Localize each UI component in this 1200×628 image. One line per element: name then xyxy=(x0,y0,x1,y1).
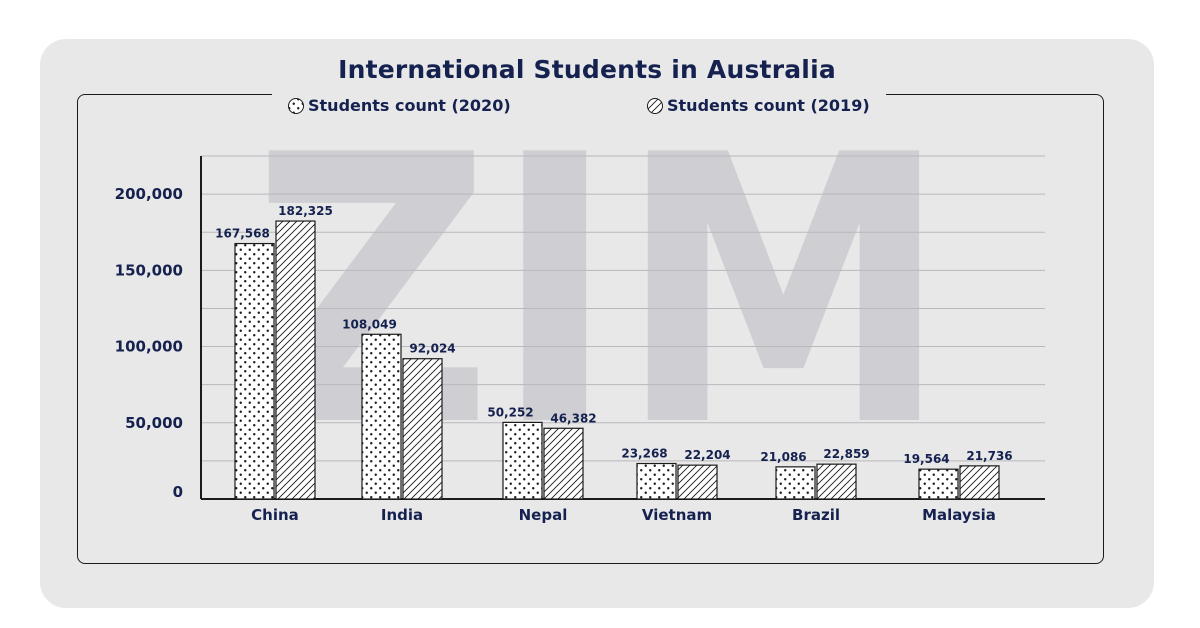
data-label: 50,252 xyxy=(487,405,533,419)
x-tick-label: Nepal xyxy=(519,506,568,524)
x-tick-label: India xyxy=(381,506,423,524)
axis-layer xyxy=(200,156,1045,500)
x-tick-label: China xyxy=(251,506,299,524)
bar-china-2019 xyxy=(275,220,316,500)
grid-layer xyxy=(201,155,1045,462)
bar-brazil-2020 xyxy=(775,466,816,500)
y-tick-label: 0 xyxy=(173,483,183,501)
data-label: 22,859 xyxy=(823,447,869,461)
bar-vietnam-2020 xyxy=(636,462,677,500)
data-label: 21,736 xyxy=(966,449,1012,463)
bar-malaysia-2020 xyxy=(918,468,959,500)
legend-item-2019: Students count (2019) xyxy=(646,96,870,115)
chart-title: International Students in Australia xyxy=(338,55,836,84)
y-tick-label: 50,000 xyxy=(125,414,183,432)
label-layer: 0 50,000 100,000 150,000 200,000 167,568 182,3… xyxy=(115,185,1013,524)
data-label: 108,049 xyxy=(342,317,397,331)
legend-background xyxy=(272,84,886,106)
bar-china-2020 xyxy=(234,242,275,500)
bar-nepal-2019 xyxy=(543,427,584,500)
bar-brazil-2019 xyxy=(816,463,857,500)
legend-item-2020: Students count (2020) xyxy=(287,96,511,115)
data-label: 23,268 xyxy=(621,447,667,461)
bar-malaysia-2019 xyxy=(959,465,1000,500)
x-tick-label: Brazil xyxy=(792,506,840,524)
y-tick-label: 100,000 xyxy=(115,338,183,356)
data-label: 21,086 xyxy=(760,450,806,464)
data-label: 22,204 xyxy=(684,448,730,462)
x-tick-label: Malaysia xyxy=(922,506,996,524)
chart-card xyxy=(40,39,1154,608)
legend-dots-swatch xyxy=(288,97,304,114)
bar-india-2019 xyxy=(402,358,443,500)
data-label: 19,564 xyxy=(903,452,949,466)
bar-vietnam-2019 xyxy=(677,464,718,500)
bar-nepal-2020 xyxy=(502,421,543,500)
bar-layer xyxy=(234,220,1000,500)
data-label: 182,325 xyxy=(278,204,333,218)
zim-watermark: ZIM xyxy=(250,78,950,508)
data-label: 46,382 xyxy=(550,411,596,425)
x-tick-label: Vietnam xyxy=(642,506,712,524)
y-tick-label: 150,000 xyxy=(115,261,183,279)
data-label: 167,568 xyxy=(215,227,270,241)
legend-hatch-swatch xyxy=(647,97,663,114)
bar-india-2020 xyxy=(361,333,402,500)
legend-label-2019: Students count (2019) xyxy=(667,96,870,115)
legend-label-2020: Students count (2020) xyxy=(308,96,511,115)
data-label: 92,024 xyxy=(409,342,455,356)
y-tick-label: 200,000 xyxy=(115,185,183,203)
